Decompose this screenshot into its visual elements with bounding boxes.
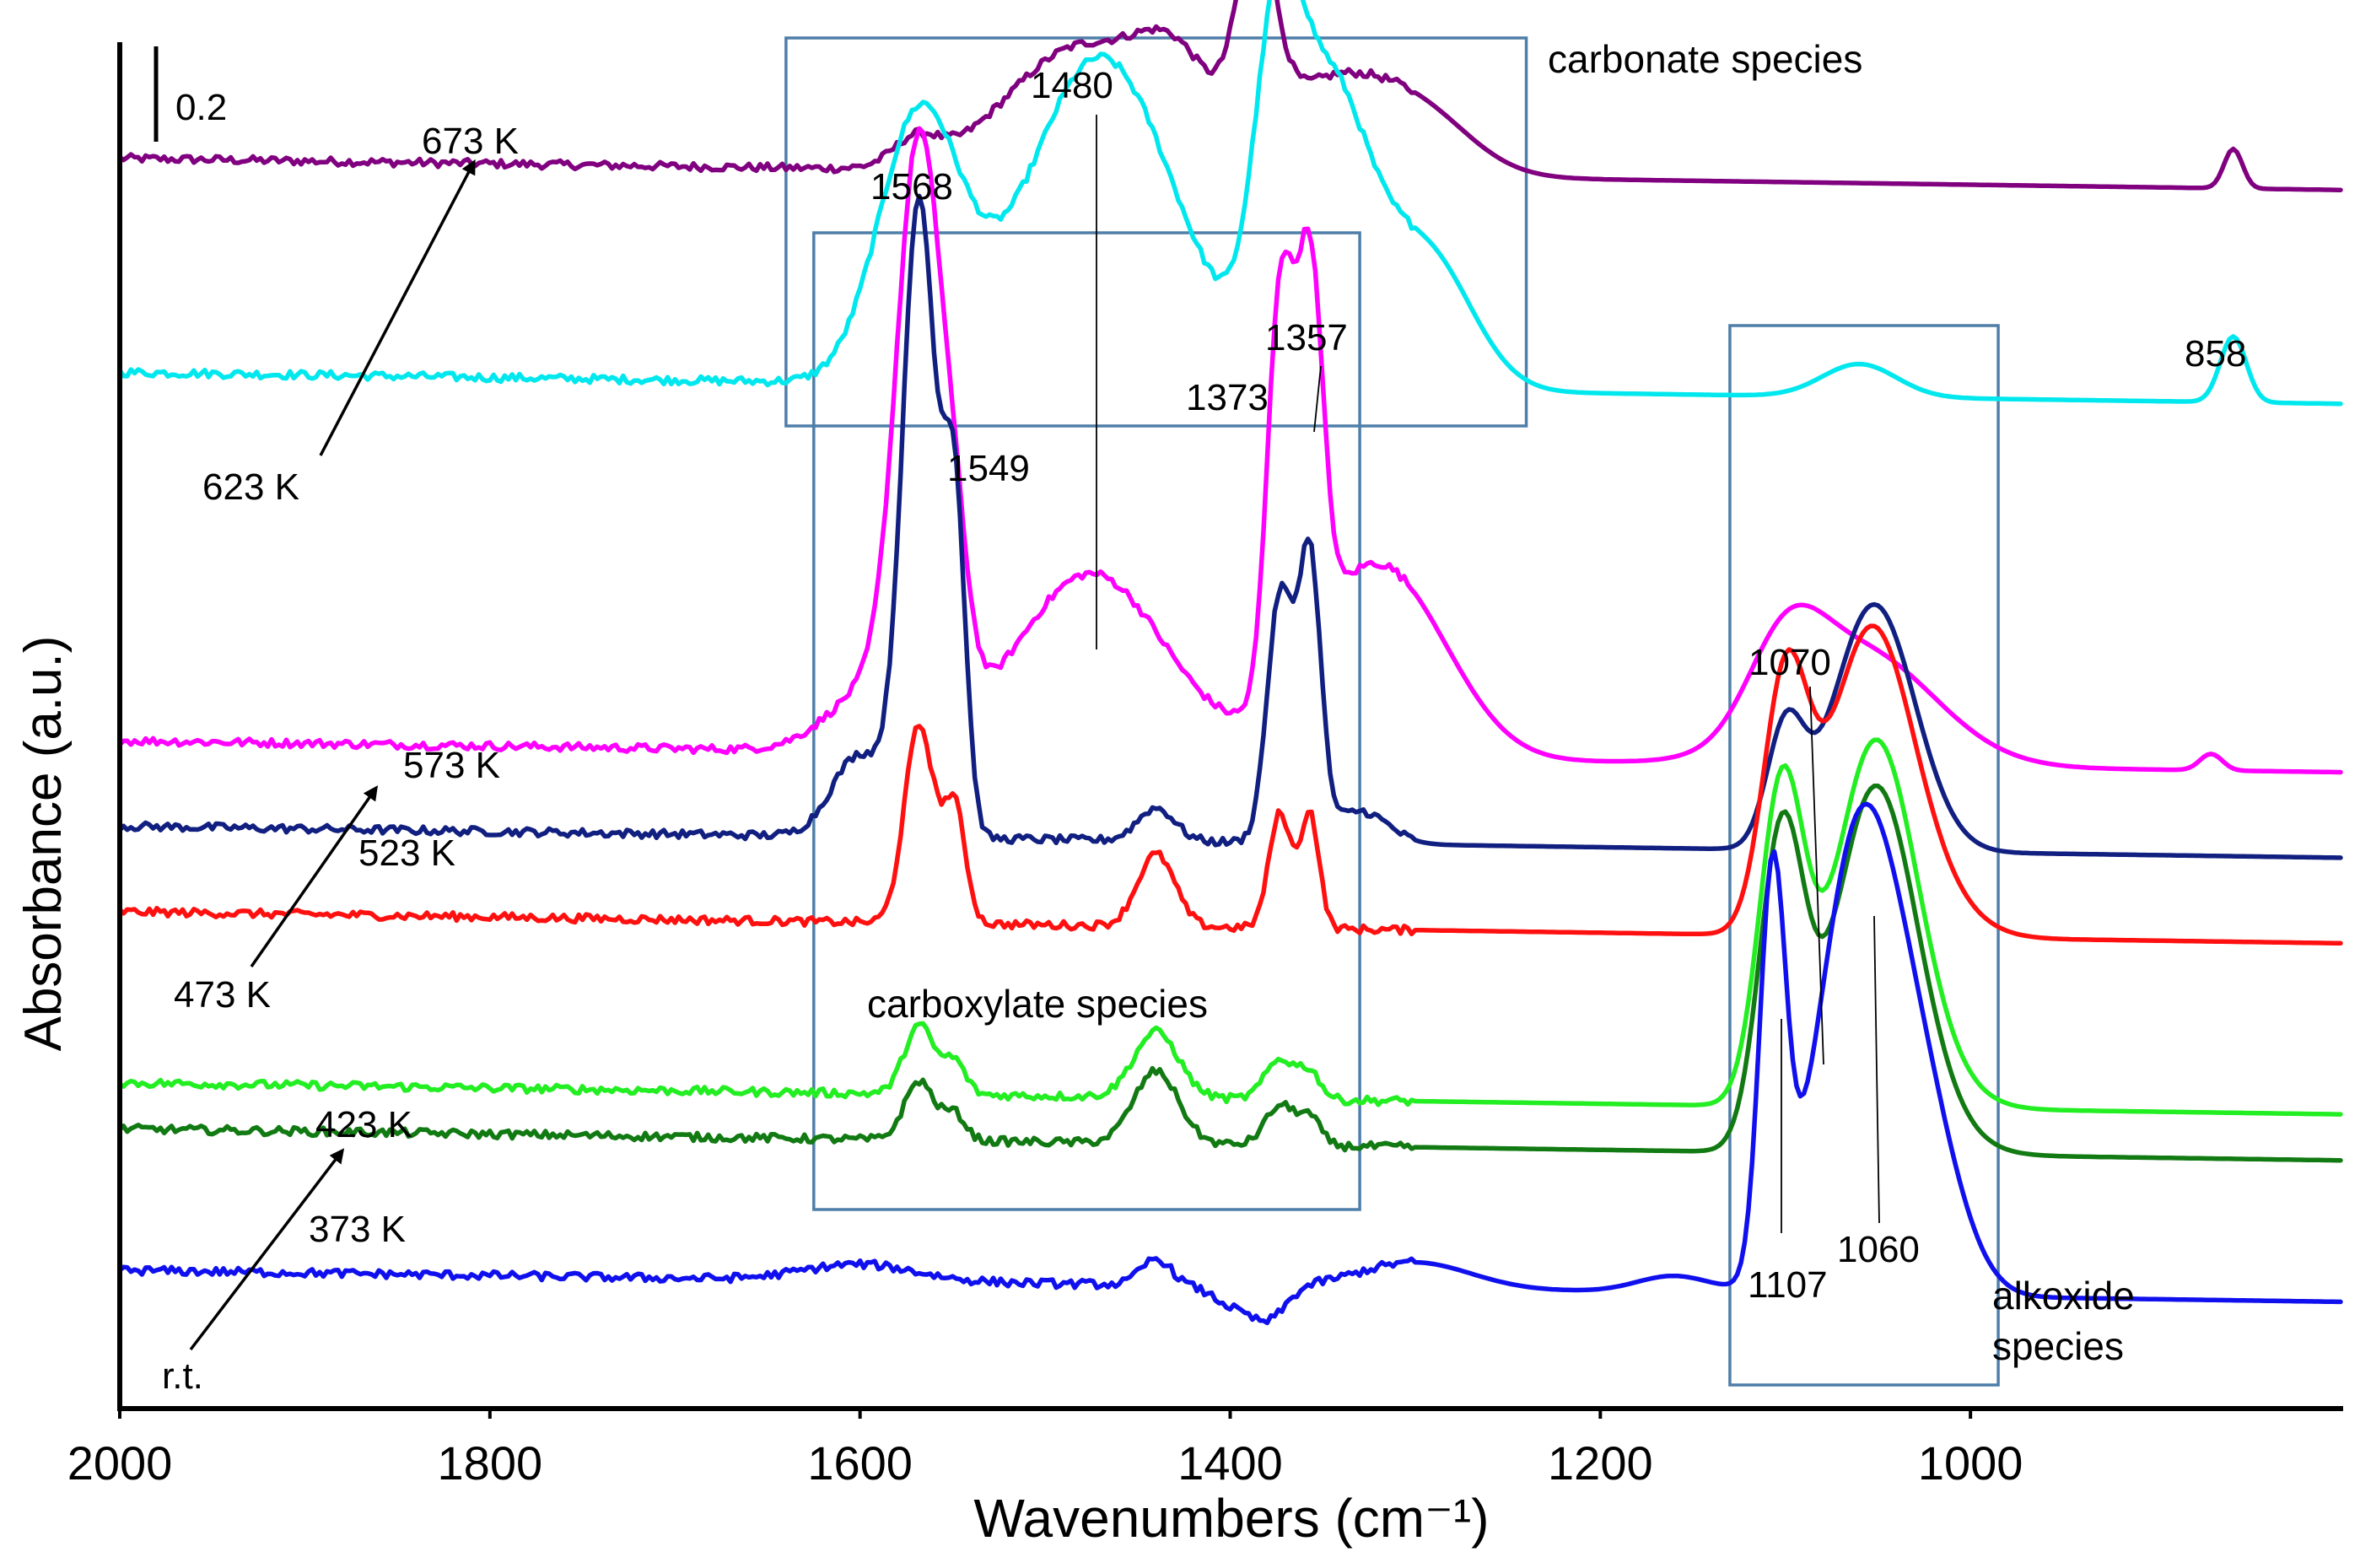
peak-label-1357: 1357: [1265, 317, 1348, 358]
scale-bar-label: 0.2: [175, 87, 227, 128]
series-line: [117, 0, 2343, 192]
temp-label-373K: 373 K: [309, 1209, 406, 1250]
temp-label-rt: r.t.: [162, 1355, 203, 1397]
series-line: [117, 784, 2343, 1163]
x-tick-label: 1000: [1918, 1436, 2023, 1490]
series-line: [117, 193, 2343, 860]
x-axis-title: Wavenumbers (cm⁻¹): [973, 1488, 1489, 1549]
series-line: [117, 0, 2343, 407]
series-line: [117, 126, 2343, 775]
x-tick-label: 1800: [438, 1436, 543, 1490]
peak-label-1373: 1373: [1186, 377, 1269, 418]
carbonate-region-label: carbonate species: [1548, 37, 1862, 81]
peak-label-1549: 1549: [947, 448, 1030, 489]
arrow-rt-to-423: [189, 1148, 345, 1351]
temp-label-673K: 673 K: [422, 121, 519, 162]
alkoxide-region-label-line2: species: [1992, 1324, 2124, 1368]
y-axis-title: Absorbance (a.u.): [14, 636, 73, 1052]
temp-label-623K: 623 K: [202, 466, 299, 508]
series-line: [117, 801, 2343, 1326]
leader-1060: [1873, 915, 1880, 1224]
spectra-series-group: [117, 0, 2343, 1326]
alkoxide-region-box: [1728, 324, 2000, 1387]
peak-label-1568: 1568: [870, 166, 953, 207]
series-line: [117, 623, 2343, 946]
temp-label-573K: 573 K: [403, 745, 500, 786]
peak-label-1060: 1060: [1837, 1229, 1920, 1270]
temp-label-523K: 523 K: [358, 832, 455, 874]
x-tick-group: 2000 1800 1600 1400 1200 1000: [67, 1409, 2023, 1490]
peak-label-858: 858: [2185, 333, 2246, 374]
arrow-473-to-573: [250, 785, 379, 968]
carbonate-region-box: [784, 36, 1528, 428]
peak-label-1070: 1070: [1748, 642, 1831, 683]
x-tick-label: 1200: [1548, 1436, 1653, 1490]
peak-label-1107: 1107: [1748, 1264, 1828, 1306]
x-tick-label: 1400: [1177, 1436, 1283, 1490]
x-tick-label: 1600: [807, 1436, 913, 1490]
temp-label-423K: 423 K: [315, 1104, 412, 1145]
leader-1070: [1809, 686, 1824, 1065]
x-tick-label: 2000: [67, 1436, 173, 1490]
arrow-623-to-673: [319, 159, 476, 456]
peak-label-1480: 1480: [1031, 65, 1113, 106]
leader-1357: [1313, 365, 1322, 433]
temp-label-473K: 473 K: [174, 974, 271, 1016]
alkoxide-region-label-line1: alkoxide: [1992, 1274, 2135, 1317]
carboxylate-region-box: [812, 231, 1361, 1211]
series-line: [117, 737, 2343, 1117]
carboxylate-region-label: carboxylate species: [867, 982, 1208, 1026]
